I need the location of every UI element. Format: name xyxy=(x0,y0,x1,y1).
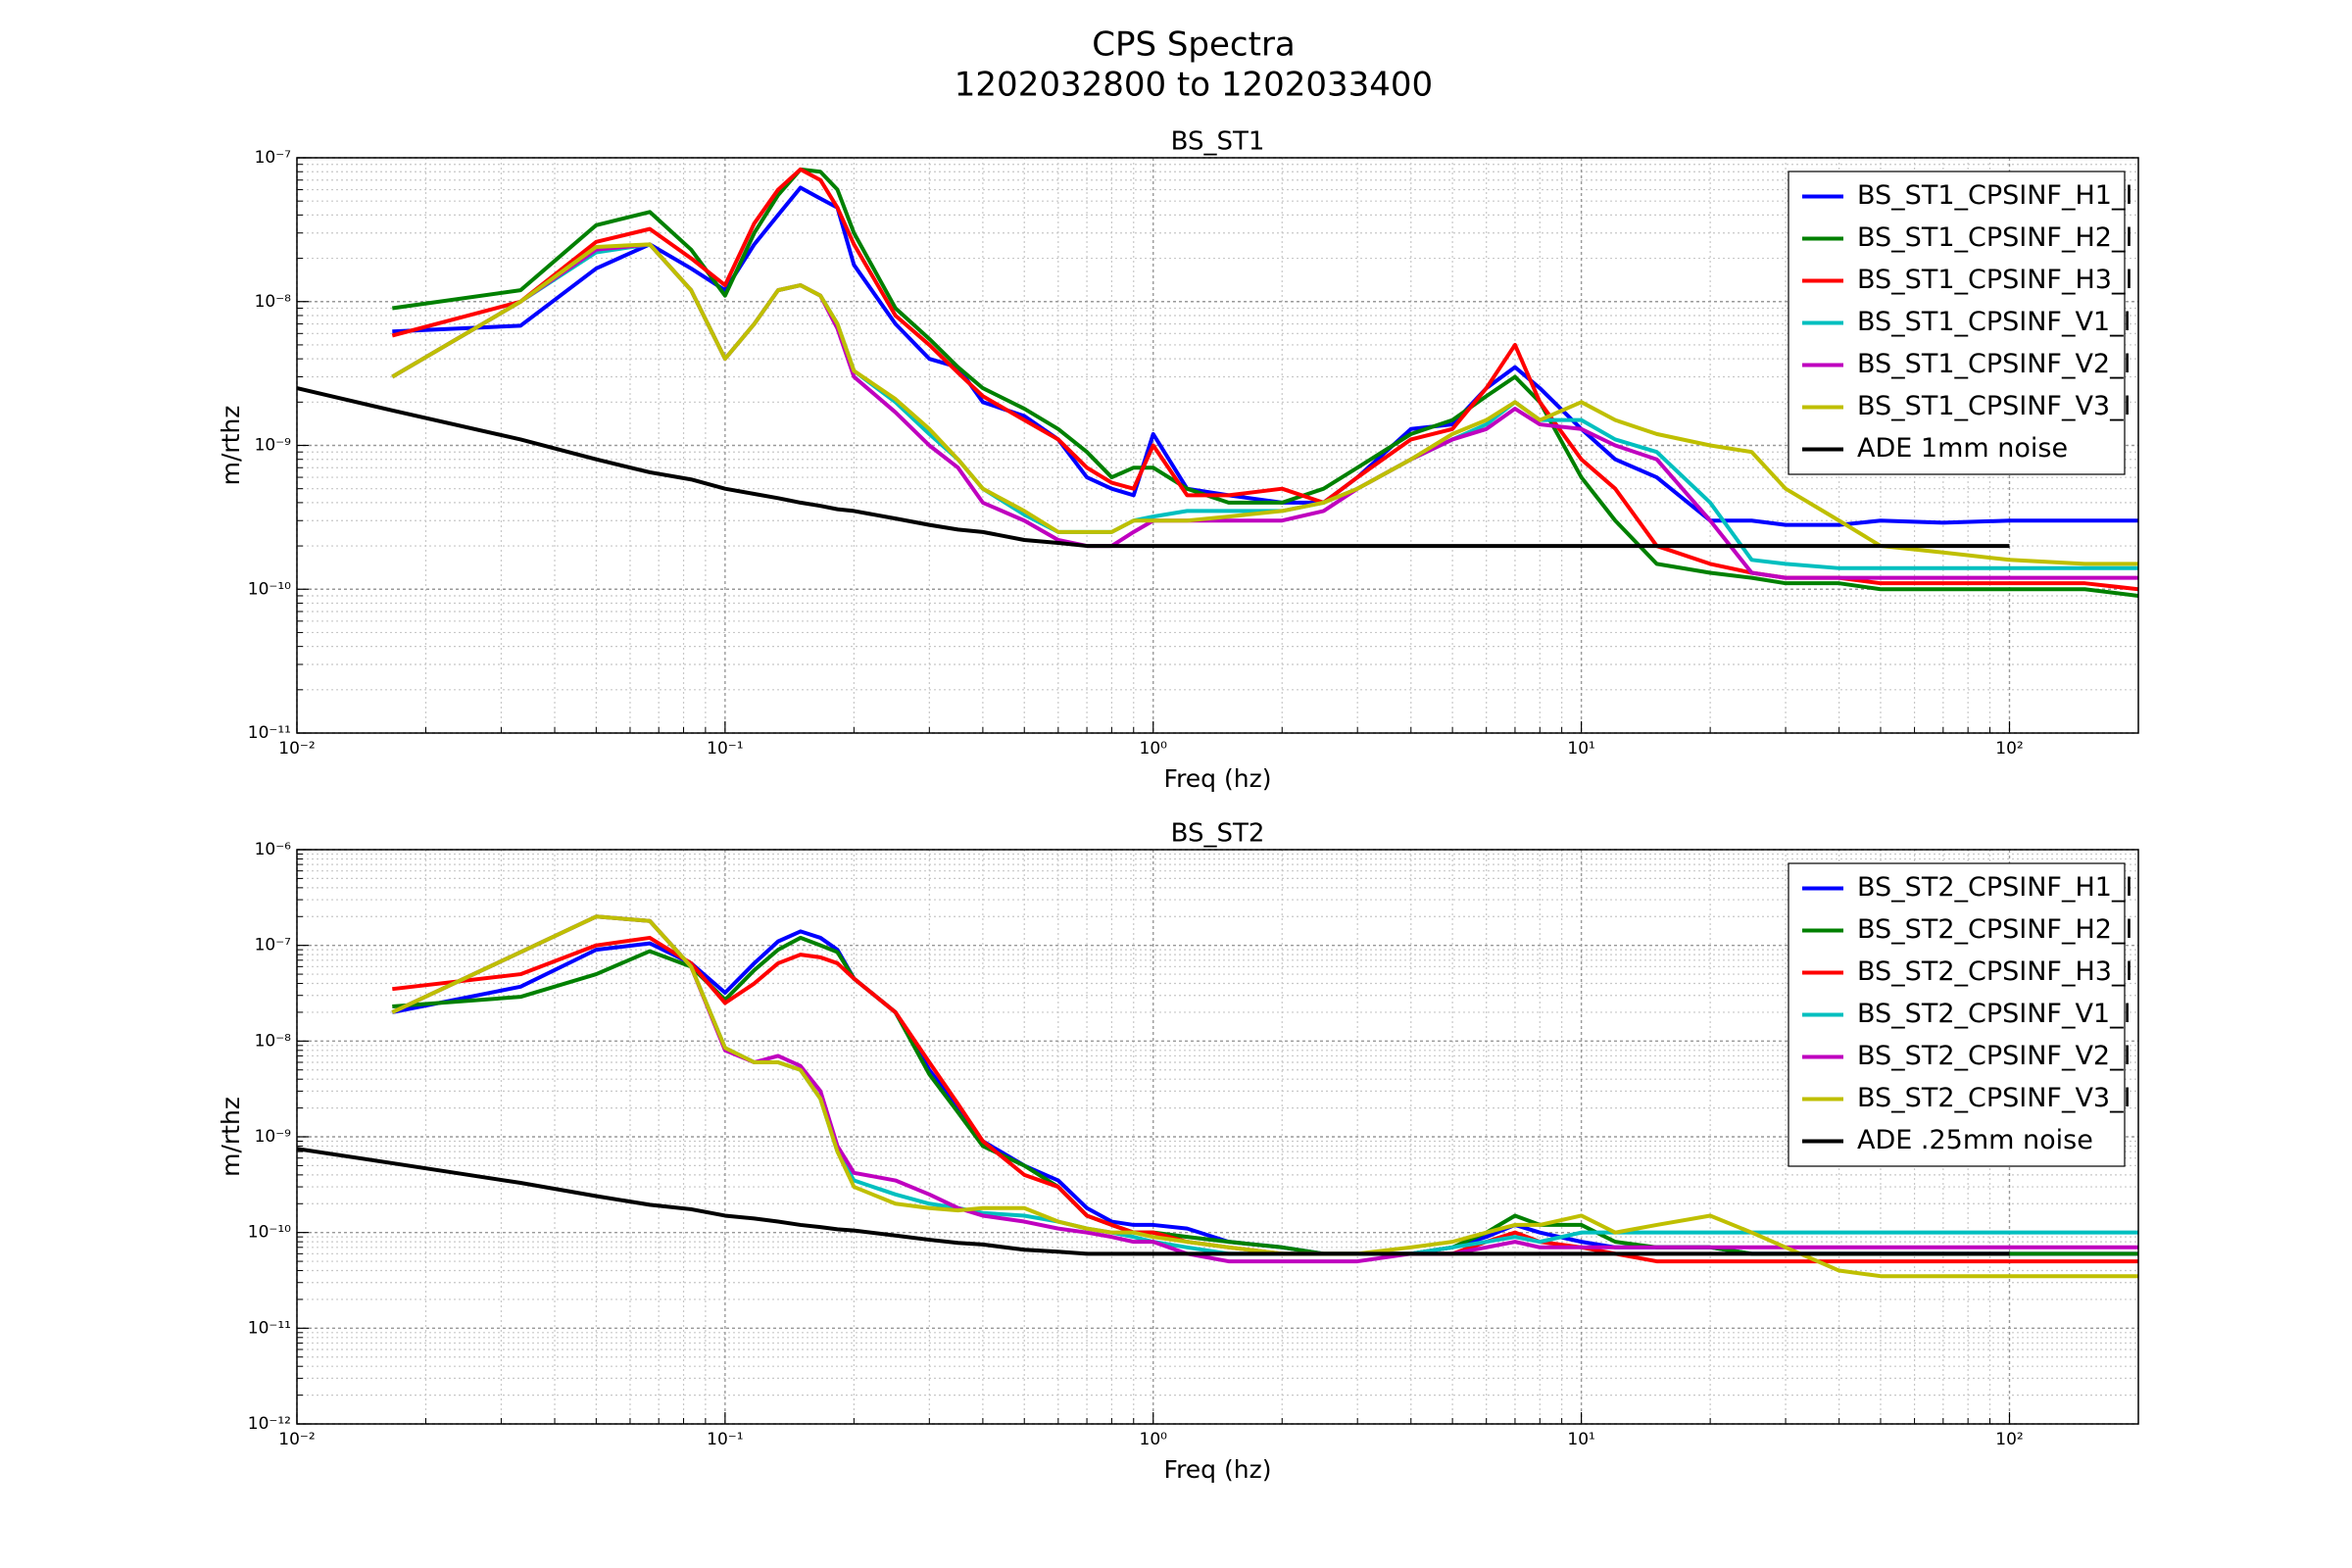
y-tick-label: 10⁻⁸ xyxy=(255,292,292,312)
plot: 10⁻² 10⁻¹ 10⁰ 10¹ 10² 10⁻¹¹ 10⁻¹⁰ 10⁻⁹ 10⁻⁸ 10⁻⁷ B… xyxy=(217,127,2139,793)
legend-label: BS_ST1_CPSINF_H2_I xyxy=(1857,222,2132,253)
legend-label: BS_ST2_CPSINF_V3_I xyxy=(1857,1083,2132,1113)
y-tick-label: 10⁻⁷ xyxy=(255,148,292,168)
legend-label: BS_ST1_CPSINF_H3_I xyxy=(1857,265,2132,295)
series-line xyxy=(391,167,2138,592)
y-tick-label: 10⁻¹¹ xyxy=(248,723,291,743)
series-line xyxy=(392,167,2138,598)
y-tick-label: 10⁻⁷ xyxy=(255,936,292,956)
y-tick-label: 10⁻¹⁰ xyxy=(248,1223,291,1243)
x-axis-label: Freq (hz) xyxy=(1164,764,1272,793)
x-tick-label: 10² xyxy=(1995,739,2023,759)
plot: 10⁻² 10⁻¹ 10⁰ 10¹ 10² 10⁻¹² 10⁻¹¹ 10⁻¹⁰ 10⁻⁹ 10⁻⁸… xyxy=(217,819,2139,1484)
x-tick-label: 10² xyxy=(1995,1430,2023,1449)
legend-label: BS_ST1_CPSINF_H1_I xyxy=(1857,180,2132,211)
y-axis-label: m/rthz xyxy=(217,406,245,486)
y-tick-label: 10⁻⁹ xyxy=(255,436,292,456)
series-line xyxy=(391,914,2138,1264)
legend-box xyxy=(1788,171,2126,475)
figure-title: CPS Spectra xyxy=(1092,25,1296,65)
series-line xyxy=(297,1147,2010,1256)
series-line xyxy=(391,914,2138,1279)
x-tick-label: 10⁻² xyxy=(278,1430,315,1449)
plot-frame xyxy=(296,849,2139,1425)
series-line xyxy=(392,185,2138,527)
x-tick-label: 10⁰ xyxy=(1140,1430,1168,1449)
y-tick-label: 10⁻⁸ xyxy=(255,1031,292,1051)
legend-label: BS_ST1_CPSINF_V1_I xyxy=(1857,307,2132,337)
x-tick-label: 10¹ xyxy=(1567,1430,1594,1449)
series-line xyxy=(297,386,2010,549)
legend-label: BS_ST2_CPSINF_H3_I xyxy=(1857,956,2132,987)
legend-label: BS_ST2_CPSINF_V2_I xyxy=(1857,1041,2132,1071)
legend-label: BS_ST2_CPSINF_H2_I xyxy=(1857,914,2132,945)
x-tick-label: 10¹ xyxy=(1567,739,1594,759)
legend-label: BS_ST2_CPSINF_H1_I xyxy=(1857,872,2132,903)
plot-frame xyxy=(296,157,2139,734)
x-tick-label: 10⁻¹ xyxy=(707,1430,743,1449)
legend-label: BS_ST2_CPSINF_V1_I xyxy=(1857,999,2132,1029)
y-tick-label: 10⁻⁹ xyxy=(255,1127,292,1147)
y-axis-label: m/rthz xyxy=(217,1097,245,1177)
legend-label: ADE .25mm noise xyxy=(1857,1125,2093,1155)
legend-box xyxy=(1788,862,2126,1167)
x-tick-label: 10⁻¹ xyxy=(707,739,743,759)
x-axis-label: Freq (hz) xyxy=(1164,1455,1272,1484)
legend-label: BS_ST1_CPSINF_V2_I xyxy=(1857,349,2132,379)
legend-label: ADE 1mm noise xyxy=(1857,433,2068,464)
series-line xyxy=(391,242,2138,566)
y-tick-label: 10⁻⁶ xyxy=(255,840,292,859)
figure-subtitle: 1202032800 to 1202033400 xyxy=(955,66,1433,105)
x-tick-label: 10⁰ xyxy=(1140,739,1168,759)
y-tick-label: 10⁻¹² xyxy=(248,1414,291,1434)
x-tick-label: 10⁻² xyxy=(278,739,315,759)
chart-title: BS_ST2 xyxy=(1171,819,1265,849)
series-line xyxy=(392,935,2138,1264)
legend-label: BS_ST1_CPSINF_V3_I xyxy=(1857,391,2132,421)
y-tick-label: 10⁻¹⁰ xyxy=(248,579,291,599)
y-tick-label: 10⁻¹¹ xyxy=(248,1318,291,1338)
chart-title: BS_ST1 xyxy=(1171,127,1265,157)
